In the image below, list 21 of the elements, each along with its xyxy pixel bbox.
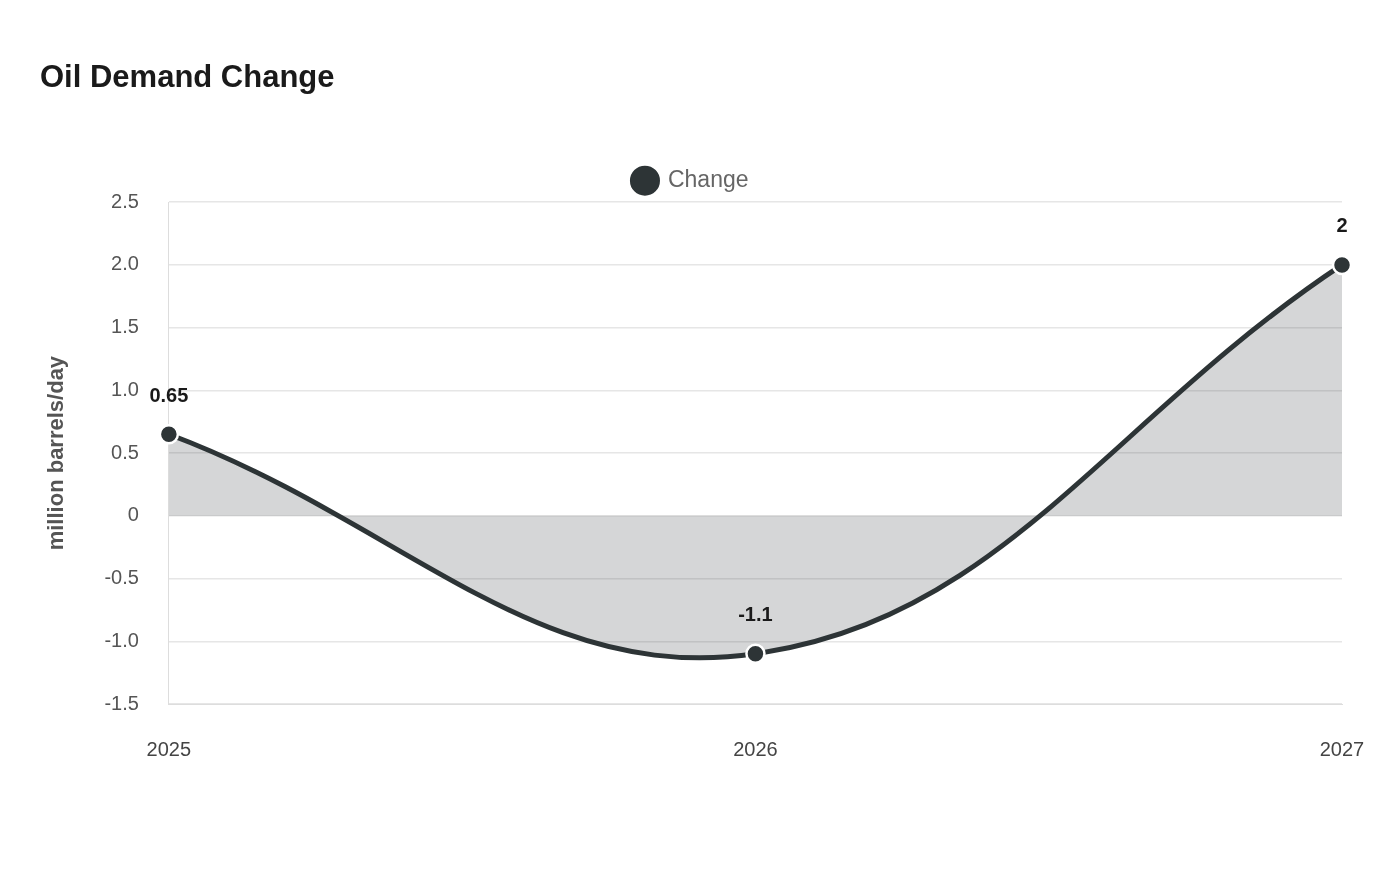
point: [1331, 254, 1353, 276]
chart-title: Oil Demand Change: [40, 59, 335, 95]
y-tick-label: 1.5: [111, 315, 139, 338]
y-tick-label: 1.0: [111, 377, 139, 400]
y-tick-label: -1.0: [104, 628, 139, 651]
data-label: -1.1: [738, 603, 773, 626]
x-tick-label: 2026: [733, 737, 778, 760]
y-tick-label: 2.0: [111, 252, 139, 275]
data-label: 0.65: [149, 383, 189, 406]
legend-label: Change: [667, 166, 749, 193]
x-tick-label: 2025: [146, 737, 192, 760]
y-tick-label: 0: [127, 503, 139, 526]
data-label: 2: [1336, 214, 1348, 237]
y-tick-label: -0.5: [104, 566, 139, 589]
y-axis-title: million barrels/day: [43, 355, 69, 551]
y-tick-label: 2.5: [111, 189, 139, 212]
point: [745, 643, 766, 665]
x-tick-label: 2027: [1319, 737, 1365, 760]
y-tick-label: -1.5: [104, 691, 139, 714]
y-tick-label: 0.5: [111, 440, 139, 463]
point: [158, 424, 180, 445]
